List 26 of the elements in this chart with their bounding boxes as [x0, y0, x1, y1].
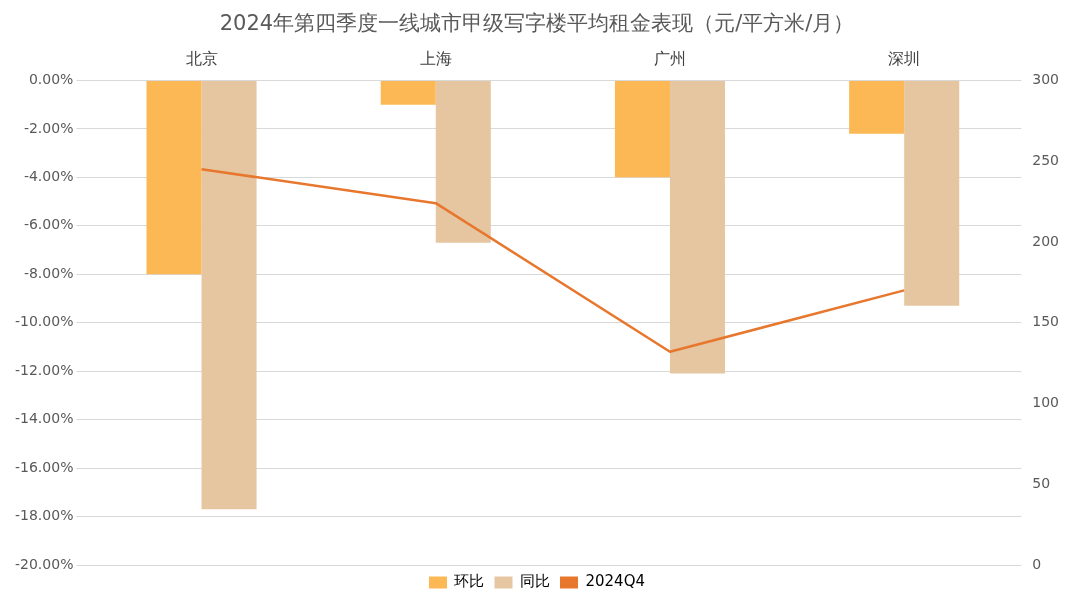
- chart-title: 2024年第四季度一线城市甲级写字楼平均租金表现（元/平方米/月）: [219, 11, 855, 36]
- x-tick-label: 北京: [185, 48, 218, 68]
- y2-tick-label: 250: [1032, 151, 1060, 168]
- y-tick-label: -16.00%: [15, 458, 74, 475]
- y-tick-label: -12.00%: [15, 361, 74, 378]
- x-tick-label: 广州: [653, 48, 686, 68]
- legend-label: 2024Q4: [585, 572, 646, 591]
- y2-tick-label: 50: [1032, 474, 1051, 491]
- y-tick-label: -14.00%: [15, 410, 74, 427]
- x-tick-label: 深圳: [888, 48, 921, 68]
- y2-tick-label: 200: [1032, 232, 1060, 249]
- y-tick-label: -6.00%: [23, 216, 74, 233]
- y-tick-label: -4.00%: [23, 167, 74, 184]
- y2-tick-label: 0: [1032, 555, 1042, 572]
- y-tick-label: -20.00%: [15, 555, 74, 572]
- x-tick-label: 上海: [419, 48, 452, 68]
- y-tick-label: -8.00%: [23, 264, 74, 281]
- legend-label: 同比: [519, 572, 550, 591]
- y-tick-label: 0.00%: [28, 71, 74, 88]
- y2-tick-label: 100: [1032, 394, 1060, 411]
- y-tick-label: -10.00%: [15, 313, 74, 330]
- legend-label: 环比: [454, 572, 485, 591]
- y-tick-label: -18.00%: [15, 507, 74, 524]
- y-tick-label: -2.00%: [23, 119, 74, 136]
- y2-tick-label: 300: [1032, 71, 1060, 88]
- y2-tick-label: 150: [1032, 313, 1060, 330]
